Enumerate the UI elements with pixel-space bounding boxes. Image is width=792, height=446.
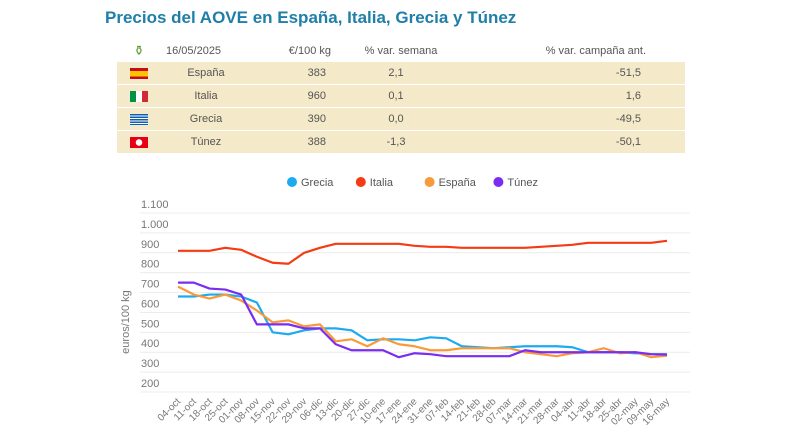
campaign-change: 1,6 bbox=[625, 90, 641, 102]
y-tick-label: 1.100 bbox=[141, 199, 169, 211]
legend-marker bbox=[493, 177, 504, 187]
campaign-change: -49,5 bbox=[615, 113, 641, 125]
header-price: €/100 kg bbox=[288, 45, 331, 57]
campaign-change: -51,5 bbox=[615, 67, 641, 79]
campaign-change: -50,1 bbox=[615, 136, 641, 148]
price-table: ⚱ 16/05/2025 €/100 kg % var. semana % va… bbox=[117, 40, 685, 154]
y-axis-label: euros/100 kg bbox=[120, 290, 132, 354]
header-campaign: % var. campaña ant. bbox=[545, 45, 646, 57]
olive-oil-icon: ⚱ bbox=[133, 43, 145, 58]
y-tick-label: 300 bbox=[141, 358, 159, 370]
table-row: Túnez 388 -1,3 -50,1 bbox=[117, 131, 685, 154]
header-date: 16/05/2025 bbox=[166, 45, 222, 57]
country: Italia bbox=[194, 90, 218, 102]
italy-flag-icon bbox=[130, 90, 148, 102]
y-tick-label: 400 bbox=[141, 338, 159, 350]
series-line-italia bbox=[178, 239, 668, 265]
table-row: España 383 2,1 -51,5 bbox=[117, 62, 685, 85]
y-tick-label: 600 bbox=[141, 298, 159, 310]
y-tick-label: 800 bbox=[141, 259, 159, 271]
price: 960 bbox=[307, 90, 326, 102]
week-change: -1,3 bbox=[386, 136, 406, 148]
tunisia-flag-icon bbox=[130, 136, 148, 148]
greece-flag-icon bbox=[130, 113, 148, 125]
legend-marker bbox=[287, 177, 297, 187]
y-tick-label: 1.000 bbox=[141, 219, 169, 231]
price: 388 bbox=[307, 136, 326, 148]
legend-label: Italia bbox=[370, 177, 394, 189]
table-row: Grecia 390 0,0 -49,5 bbox=[117, 108, 685, 131]
week-change: 0,1 bbox=[388, 90, 404, 102]
series-line-españa bbox=[177, 285, 668, 359]
country: España bbox=[187, 67, 225, 79]
y-tick-label: 900 bbox=[141, 239, 159, 251]
legend-label: España bbox=[439, 177, 477, 189]
series-line-grecia bbox=[178, 293, 667, 356]
y-tick-label: 500 bbox=[141, 318, 159, 330]
country: Grecia bbox=[189, 113, 223, 125]
y-tick-label: 700 bbox=[141, 279, 159, 291]
week-change: 2,1 bbox=[388, 67, 404, 79]
table-header: ⚱ 16/05/2025 €/100 kg % var. semana % va… bbox=[117, 40, 685, 62]
price: 390 bbox=[307, 113, 326, 125]
series-line-túnez bbox=[178, 281, 668, 359]
legend-label: Túnez bbox=[507, 177, 538, 189]
price: 383 bbox=[307, 67, 326, 79]
legend-marker bbox=[355, 177, 366, 187]
legend-marker bbox=[424, 177, 435, 187]
week-change: 0,0 bbox=[388, 113, 404, 125]
country: Túnez bbox=[190, 136, 222, 148]
table-row: Italia 960 0,1 1,6 bbox=[117, 85, 685, 108]
y-tick-label: 200 bbox=[141, 378, 159, 390]
legend-label: Grecia bbox=[301, 177, 334, 189]
page-title: Precios del AOVE en España, Italia, Grec… bbox=[105, 8, 517, 27]
spain-flag-icon bbox=[130, 67, 148, 79]
header-week: % var. semana bbox=[364, 45, 438, 57]
